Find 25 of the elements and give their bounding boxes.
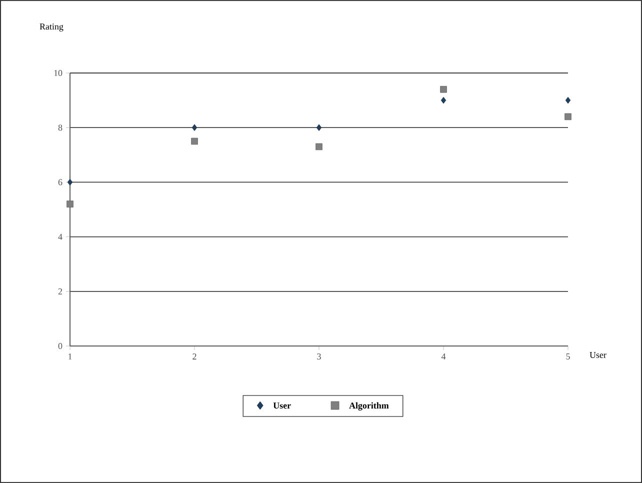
y-tick-label: 4: [58, 234, 62, 240]
x-tick-label: 4: [441, 354, 446, 360]
point: [564, 113, 572, 120]
x-tick-label: 1: [68, 354, 72, 360]
point: [565, 96, 571, 104]
y-axis-title: Rating: [40, 24, 64, 32]
x-tick-label: 3: [317, 354, 321, 360]
point: [191, 138, 198, 145]
y-tick-label: 0: [58, 342, 62, 350]
point: [192, 124, 198, 131]
point: [440, 86, 447, 93]
point: [316, 143, 322, 150]
y-tick-label: 2: [58, 288, 62, 294]
y-tick-label: 8: [58, 124, 62, 131]
legend-label: Algorithm: [349, 402, 389, 410]
x-axis-title: User: [590, 352, 606, 358]
point: [67, 178, 73, 186]
point: [66, 200, 74, 208]
y-tick-label: 6: [58, 179, 62, 186]
x-tick-label: 2: [192, 354, 196, 360]
y-tick-label: 10: [54, 70, 62, 76]
legend-label: User: [273, 402, 291, 409]
point: [440, 96, 446, 104]
point: [316, 124, 322, 131]
x-tick-label: 5: [566, 354, 570, 360]
